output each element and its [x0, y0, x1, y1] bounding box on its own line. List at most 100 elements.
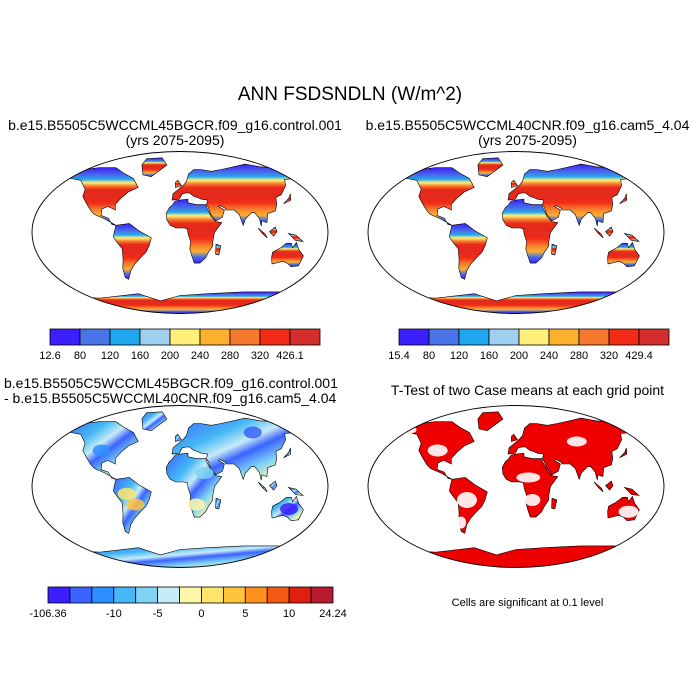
colorbar-box	[49, 328, 81, 346]
land-sumatra	[593, 481, 604, 493]
land-sumatra	[593, 227, 604, 239]
colorbar-box	[428, 328, 460, 346]
colorbar-box	[79, 328, 111, 346]
land-greenland	[141, 411, 168, 432]
case2-title-line2: (yrs 2075-2095)	[478, 132, 577, 148]
colorbar-tick-label: 120	[101, 350, 119, 362]
nonsignificant-patch	[516, 472, 541, 483]
colorbar-tick-label: 15.4	[388, 350, 409, 362]
colorbar-box	[201, 586, 224, 604]
colorbar-box	[69, 586, 93, 604]
land-uk	[511, 433, 518, 442]
colorbar-box	[222, 586, 246, 604]
land-newguinea	[623, 486, 640, 496]
land-southAmerica	[113, 223, 152, 280]
figure-title: ANN FSDSNDLN (W/m^2)	[237, 84, 463, 105]
case1-title: b.e15.B5505C5WCCML45BGCR.f09_g16.control…	[0, 118, 350, 148]
colorbar-box	[229, 328, 261, 346]
land-layer	[392, 157, 645, 314]
anomaly-patch	[195, 467, 214, 479]
colorbar-tick-label: -10	[106, 608, 122, 620]
colorbar-tick-label: 426.1	[276, 350, 304, 362]
colorbar-box	[169, 328, 201, 346]
land-uk	[511, 179, 518, 188]
colorbar-tick-label: 5	[242, 608, 248, 620]
land-northAmerica	[396, 167, 475, 226]
colorbar-tick-label: 240	[540, 350, 558, 362]
land-madagascar	[215, 497, 222, 510]
colorbar-box	[259, 328, 291, 346]
colorbar-tick-label: 10	[283, 608, 295, 620]
diff-title-line2: - b.e15.B5505C5WCCML40CNR.f09_g16.cam5_4…	[4, 390, 337, 406]
case2-map	[367, 151, 665, 314]
land-japan	[283, 447, 292, 458]
case2-title-line1: b.e15.B5505C5WCCML40CNR.f09_g16.cam5_4.0…	[365, 117, 690, 133]
land-uk	[175, 179, 182, 188]
colorbar-box	[548, 328, 580, 346]
land-madagascar	[215, 243, 222, 256]
colorbar-box	[244, 586, 268, 604]
land-greenland	[141, 157, 168, 178]
land-greenland	[477, 157, 504, 178]
nonsignificant-patch	[456, 516, 467, 529]
ttest-map	[367, 405, 665, 568]
case1-colorbar: 12.6 80 120 160 200 240 280 320 426.1	[39, 328, 321, 362]
colorbar-tick-label: -106.36	[29, 608, 66, 620]
land-eurasia	[171, 163, 309, 227]
case2-title: b.e15.B5505C5WCCML40CNR.f09_g16.cam5_4.0…	[355, 118, 700, 148]
land-australia	[271, 241, 304, 268]
colorbar-box	[266, 586, 290, 604]
colorbar-tick-label: 429.4	[625, 350, 653, 362]
colorbar-tick-label: 80	[423, 350, 435, 362]
map-border	[367, 405, 665, 568]
nonsignificant-patch	[400, 425, 417, 434]
colorbar-box	[135, 586, 159, 604]
land-eurasia	[507, 417, 645, 481]
colorbar-box	[488, 328, 520, 346]
nonsignificant-patch	[524, 494, 541, 506]
colorbar-box	[288, 586, 312, 604]
land-newguinea	[287, 486, 304, 496]
colorbar-box	[179, 586, 202, 604]
diff-map	[31, 405, 329, 568]
land-borneo	[269, 480, 278, 491]
diff-title: b.e15.B5505C5WCCML45BGCR.f09_g16.control…	[4, 376, 338, 406]
colorbar-box	[518, 328, 550, 346]
case1-title-line2: (yrs 2075-2095)	[125, 132, 225, 148]
colorbar-box	[578, 328, 610, 346]
colorbar-tick-label: 320	[251, 350, 269, 362]
colorbar-tick-label: 80	[74, 350, 86, 362]
colorbar-tick-label: 320	[600, 350, 618, 362]
case2-colorbar: 15.4 80 120 160 200 240 280 320 429.4	[388, 328, 670, 362]
colorbar-tick-label: -5	[153, 608, 163, 620]
colorbar-box	[113, 586, 137, 604]
land-borneo	[605, 226, 614, 237]
colorbar-tick-label: 200	[161, 350, 179, 362]
colorbar-box	[47, 586, 71, 604]
land-newguinea	[287, 232, 304, 242]
land-japan	[619, 447, 628, 458]
nonsignificant-patch	[456, 492, 477, 508]
map-border	[31, 151, 329, 314]
ttest-title: T-Test of two Case means at each grid po…	[390, 382, 665, 398]
land-newguinea	[623, 232, 640, 242]
colorbar-tick-label: 160	[480, 350, 498, 362]
colorbar-box	[310, 586, 334, 604]
land-layer	[56, 411, 309, 568]
land-northAmerica	[60, 167, 139, 226]
land-sumatra	[257, 227, 268, 239]
land-madagascar	[551, 497, 558, 510]
land-eurasia	[507, 163, 645, 227]
colorbar-box	[608, 328, 640, 346]
anomaly-patch	[280, 503, 299, 515]
colorbar-tick-label: 12.6	[39, 350, 60, 362]
colorbar-tick-label: 280	[221, 350, 239, 362]
anomaly-patch	[117, 487, 136, 500]
case1-map	[31, 151, 329, 314]
colorbar-tick-label: 24.24	[319, 608, 347, 620]
colorbar-box	[139, 328, 171, 346]
colorbar-box	[638, 328, 670, 346]
land-southAmerica	[449, 223, 488, 280]
colorbar-tick-label: 160	[131, 350, 149, 362]
land-borneo	[605, 480, 614, 491]
